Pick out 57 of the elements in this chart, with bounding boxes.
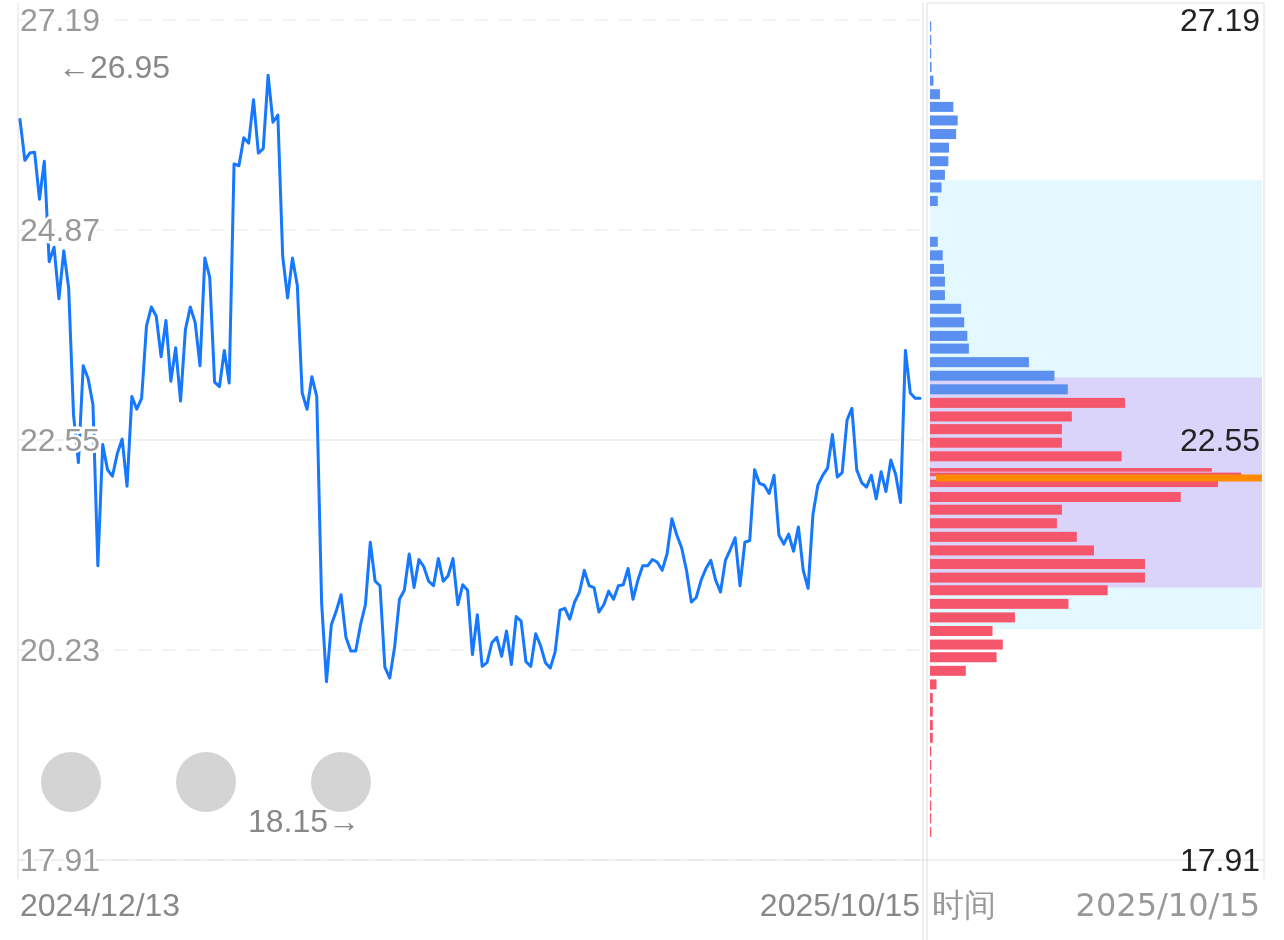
bar bbox=[930, 370, 1055, 381]
bar bbox=[930, 236, 938, 247]
bar bbox=[930, 101, 954, 112]
bar bbox=[930, 625, 993, 636]
y-tick-label: 27.19 bbox=[20, 2, 101, 38]
y-tick-label: 17.91 bbox=[1179, 842, 1260, 878]
text: 2025/10/15 bbox=[1075, 886, 1260, 924]
bar bbox=[930, 357, 1029, 368]
bar bbox=[930, 732, 933, 743]
bar bbox=[930, 585, 1108, 596]
bar bbox=[930, 531, 1077, 542]
bar bbox=[930, 129, 957, 140]
bar bbox=[930, 518, 1057, 529]
bar bbox=[930, 384, 1068, 395]
text: 时间 bbox=[932, 886, 996, 924]
bar bbox=[930, 250, 943, 261]
bar bbox=[930, 156, 949, 167]
bar bbox=[930, 317, 965, 328]
bar bbox=[930, 652, 997, 663]
bar bbox=[930, 397, 1126, 408]
bar bbox=[930, 115, 958, 126]
bar bbox=[930, 182, 942, 193]
bar bbox=[930, 504, 1062, 515]
bar bbox=[930, 492, 1181, 503]
bar bbox=[930, 572, 1145, 583]
bar bbox=[930, 142, 949, 153]
bar bbox=[930, 679, 937, 690]
bar bbox=[930, 559, 1145, 570]
bar bbox=[930, 290, 945, 301]
bar bbox=[930, 424, 1062, 435]
y-tick-label: 27.19 bbox=[1179, 2, 1260, 38]
bar bbox=[930, 330, 968, 341]
bar bbox=[930, 303, 962, 314]
bar bbox=[930, 692, 933, 703]
y-tick-label: 20.23 bbox=[20, 632, 101, 668]
text: 2024/12/13 bbox=[20, 887, 181, 923]
bar bbox=[930, 706, 933, 717]
bar bbox=[930, 276, 945, 287]
bar bbox=[930, 720, 933, 731]
bar bbox=[930, 598, 1069, 609]
bar bbox=[930, 89, 940, 100]
annotation: ←26.95 bbox=[58, 49, 171, 85]
bar bbox=[930, 639, 1003, 650]
annotation: 18.15→ bbox=[248, 803, 361, 839]
bar bbox=[930, 451, 1122, 462]
y-tick-label: 17.91 bbox=[20, 842, 101, 878]
bar bbox=[930, 437, 1062, 448]
y-tick-label: 22.55 bbox=[1179, 422, 1260, 458]
bar bbox=[930, 665, 966, 676]
bar bbox=[930, 612, 1015, 623]
bar bbox=[930, 263, 944, 274]
bar bbox=[930, 545, 1094, 556]
bar bbox=[930, 411, 1072, 422]
text: 2025/10/15 bbox=[759, 887, 920, 923]
bar bbox=[930, 169, 945, 180]
bar bbox=[930, 343, 969, 354]
bar bbox=[930, 196, 938, 207]
